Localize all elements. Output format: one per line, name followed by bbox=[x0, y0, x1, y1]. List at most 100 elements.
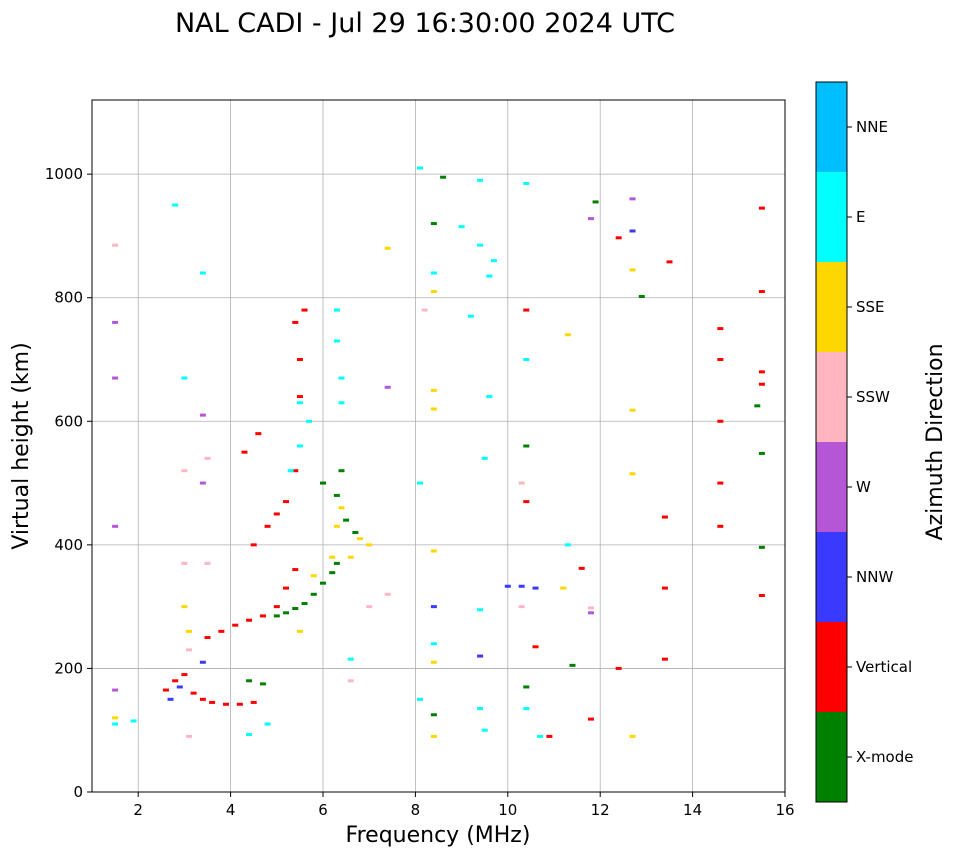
colorbar-tick-label: SSE bbox=[856, 298, 885, 316]
data-point bbox=[241, 450, 248, 454]
data-point bbox=[347, 679, 354, 683]
gridlines bbox=[92, 100, 786, 793]
data-point bbox=[112, 376, 119, 380]
data-point bbox=[384, 385, 391, 389]
data-point bbox=[430, 271, 437, 275]
data-point bbox=[356, 537, 363, 541]
data-point bbox=[130, 719, 137, 723]
data-point bbox=[490, 259, 497, 263]
data-point bbox=[758, 451, 765, 455]
data-point bbox=[292, 606, 299, 610]
data-point bbox=[629, 229, 636, 233]
data-point bbox=[112, 722, 119, 726]
colorbar-swatch bbox=[816, 442, 847, 532]
data-point bbox=[181, 469, 188, 473]
data-point bbox=[523, 308, 530, 312]
data-point bbox=[273, 605, 280, 609]
data-point bbox=[209, 700, 216, 704]
x-tick-label: 2 bbox=[133, 801, 143, 819]
data-point bbox=[430, 713, 437, 717]
data-point bbox=[167, 697, 174, 701]
data-point bbox=[384, 592, 391, 596]
data-point bbox=[537, 734, 544, 738]
colorbar-tick-label: SSW bbox=[856, 388, 890, 406]
y-axis-ticks: 0 200 400 600 800 1000 bbox=[45, 165, 92, 801]
data-point bbox=[717, 327, 724, 331]
data-point bbox=[320, 481, 326, 485]
y-tick-label: 200 bbox=[54, 659, 83, 677]
colorbar-tick-label: W bbox=[856, 478, 871, 496]
data-point bbox=[283, 586, 290, 590]
colorbar-swatch bbox=[816, 82, 847, 172]
data-point bbox=[754, 404, 761, 408]
data-point bbox=[259, 614, 266, 618]
data-point bbox=[638, 294, 645, 298]
x-tick-label: 8 bbox=[411, 801, 421, 819]
colorbar-swatch bbox=[816, 532, 847, 622]
data-point bbox=[347, 555, 354, 559]
data-point bbox=[569, 663, 576, 667]
data-point bbox=[523, 685, 530, 689]
data-point bbox=[421, 308, 428, 312]
series-x-mode bbox=[246, 175, 765, 717]
data-point bbox=[592, 200, 599, 204]
data-point bbox=[162, 688, 169, 692]
data-point bbox=[467, 314, 474, 318]
data-point bbox=[477, 654, 484, 658]
colorbar-tick-label: E bbox=[856, 208, 865, 226]
plot-frame bbox=[91, 99, 786, 793]
data-point bbox=[477, 243, 484, 247]
data-point bbox=[246, 679, 253, 683]
data-point bbox=[518, 584, 525, 588]
data-point bbox=[112, 716, 119, 720]
x-tick-label: 16 bbox=[775, 801, 794, 819]
data-point bbox=[417, 481, 424, 485]
data-point bbox=[329, 555, 336, 559]
data-point bbox=[523, 500, 530, 504]
colorbar-tick-label: NNE bbox=[856, 118, 888, 136]
x-tick-label: 10 bbox=[498, 801, 517, 819]
data-point bbox=[204, 636, 211, 640]
data-point bbox=[199, 481, 206, 485]
data-point bbox=[112, 320, 119, 324]
series-ssw bbox=[112, 243, 594, 738]
data-point bbox=[264, 524, 271, 528]
data-point bbox=[384, 246, 391, 250]
data-point bbox=[532, 586, 539, 590]
data-marks bbox=[112, 166, 765, 738]
data-point bbox=[661, 657, 668, 661]
data-point bbox=[523, 181, 530, 185]
data-point bbox=[333, 524, 340, 528]
data-point bbox=[338, 376, 345, 380]
data-point bbox=[430, 222, 437, 226]
data-point bbox=[661, 586, 668, 590]
data-point bbox=[181, 673, 188, 677]
data-point bbox=[333, 308, 340, 312]
data-point bbox=[587, 606, 594, 610]
x-axis-label: Frequency (MHz) bbox=[346, 823, 531, 848]
data-point bbox=[578, 566, 585, 570]
data-point bbox=[481, 728, 488, 732]
data-point bbox=[292, 568, 299, 572]
data-point bbox=[615, 236, 622, 240]
colorbar-tick-label: X-mode bbox=[856, 748, 913, 766]
data-point bbox=[186, 734, 193, 738]
data-point bbox=[458, 225, 465, 229]
y-axis-label: Virtual height (km) bbox=[9, 342, 34, 549]
x-tick-label: 14 bbox=[683, 801, 702, 819]
data-point bbox=[518, 481, 525, 485]
data-point bbox=[172, 203, 179, 207]
data-point bbox=[292, 469, 299, 473]
plot-background bbox=[92, 100, 785, 792]
data-point bbox=[199, 413, 206, 417]
series-e bbox=[112, 166, 571, 738]
chart-title: NAL CADI - Jul 29 16:30:00 2024 UTC bbox=[175, 8, 675, 39]
data-point bbox=[564, 543, 571, 547]
data-point bbox=[523, 707, 530, 711]
data-point bbox=[430, 549, 437, 553]
data-point bbox=[204, 561, 211, 565]
data-point bbox=[320, 581, 326, 585]
data-point bbox=[430, 290, 437, 294]
data-point bbox=[333, 493, 340, 497]
colorbar-swatch bbox=[816, 352, 847, 442]
